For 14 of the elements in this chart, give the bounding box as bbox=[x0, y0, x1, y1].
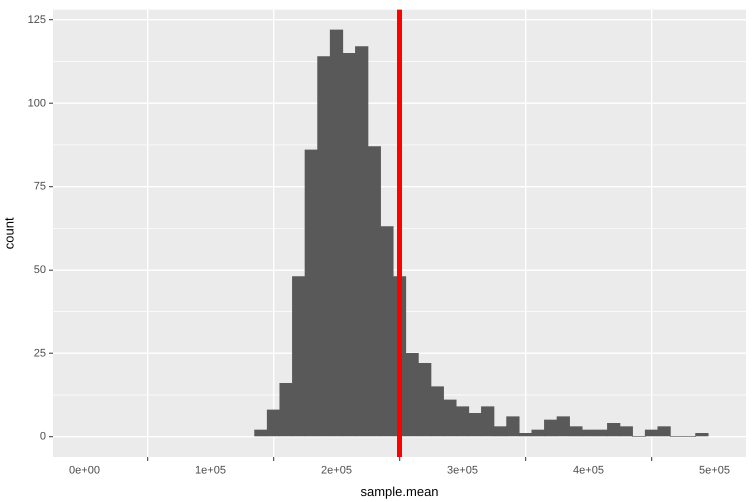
x-tick-label: 3e+05 bbox=[447, 464, 478, 477]
x-tick-label: 1e+05 bbox=[195, 464, 226, 477]
y-tick-label: 100 bbox=[28, 97, 46, 110]
x-tick-label: 5e+05 bbox=[699, 464, 730, 477]
y-tick-label: 50 bbox=[34, 264, 46, 276]
x-axis-title: sample.mean bbox=[360, 484, 439, 499]
y-tick-label: 0 bbox=[40, 430, 46, 443]
x-tick-label: 4e+05 bbox=[573, 464, 604, 477]
y-tick-label: 125 bbox=[28, 14, 46, 26]
y-axis-title: count bbox=[1, 217, 16, 250]
x-tick-label: 2e+05 bbox=[321, 464, 352, 477]
y-tick-label: 25 bbox=[34, 347, 46, 360]
x-tick-label: 0e+00 bbox=[69, 464, 100, 477]
y-tick-label: 75 bbox=[34, 180, 46, 193]
